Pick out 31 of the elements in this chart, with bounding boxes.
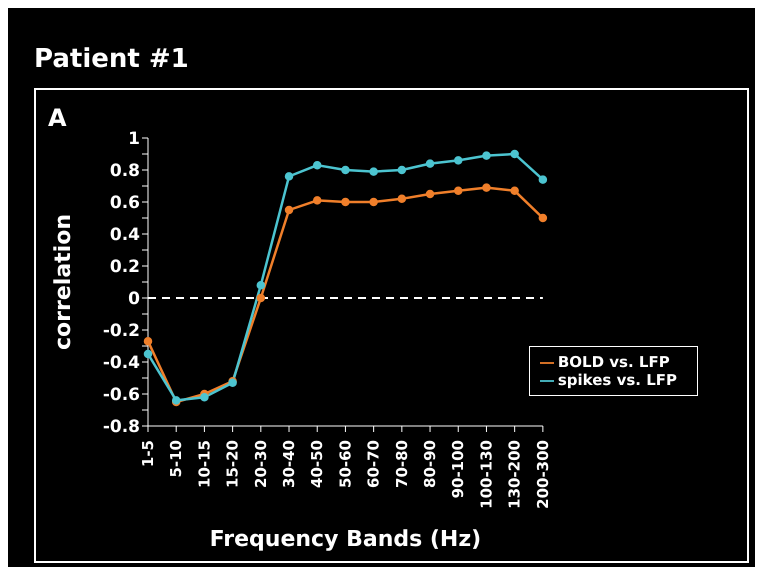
x-tick-label: 40-50 <box>308 440 326 488</box>
x-tick-label: 30-40 <box>280 440 298 488</box>
y-tick-label: -0.4 <box>102 353 140 374</box>
x-tick-label: 50-60 <box>336 440 354 488</box>
x-tick-label: 130-200 <box>506 440 524 509</box>
y-tick-label: 0.4 <box>110 225 140 246</box>
y-tick-label: -0.6 <box>102 385 140 406</box>
x-tick-label: 70-80 <box>392 440 411 488</box>
x-tick-label: 10-15 <box>195 440 214 488</box>
y-axis-title: correlation <box>50 214 76 350</box>
y-tick-label: -0.8 <box>102 417 140 438</box>
y-tick-label: 0 <box>128 289 140 310</box>
y-tick-label: -0.2 <box>102 321 140 342</box>
chart-title: Patient #1 <box>34 44 189 74</box>
text: A <box>48 104 67 132</box>
y-tick-label: 1 <box>128 129 140 150</box>
x-tick-label: 20-30 <box>252 440 270 488</box>
y-tick-label: 0.2 <box>110 257 140 278</box>
x-tick-label: 90-100 <box>449 440 468 498</box>
x-tick-label: 1-5 <box>139 440 157 468</box>
x-tick-label: 80-90 <box>421 440 440 488</box>
x-axis-title: Frequency Bands (Hz) <box>210 527 482 552</box>
x-tick-label: 60-70 <box>364 440 383 488</box>
x-tick-label: 15-20 <box>224 440 242 488</box>
legend-label: spikes vs. LFP <box>558 371 677 389</box>
legend-label: BOLD vs. LFP <box>558 353 670 371</box>
x-tick-label: 200-300 <box>534 440 552 509</box>
y-tick-label: 0.6 <box>110 193 140 214</box>
y-tick-label: 0.8 <box>110 161 140 182</box>
x-tick-label: 100-130 <box>477 440 496 509</box>
x-tick-label: 5-10 <box>167 440 186 478</box>
